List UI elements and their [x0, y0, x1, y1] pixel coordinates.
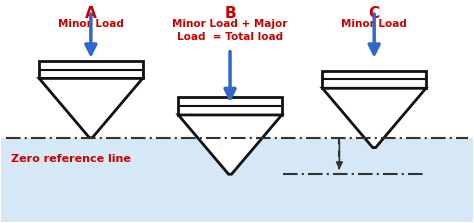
Text: B: B: [224, 6, 236, 21]
Text: A: A: [85, 6, 97, 21]
Text: Minor Load + Major
Load  = Total load: Minor Load + Major Load = Total load: [173, 19, 288, 41]
Text: Minor Load: Minor Load: [341, 19, 407, 29]
Text: C: C: [369, 6, 380, 21]
Bar: [322, 70, 426, 88]
Bar: [182, 101, 279, 111]
Bar: [42, 65, 139, 74]
Polygon shape: [39, 78, 143, 138]
Text: Zero reference line: Zero reference line: [11, 155, 131, 164]
Bar: [326, 74, 423, 84]
Bar: [1, 138, 473, 222]
Polygon shape: [322, 88, 426, 148]
Bar: [178, 97, 282, 115]
Text: Minor Load: Minor Load: [58, 19, 124, 29]
Bar: [39, 61, 143, 78]
Polygon shape: [178, 115, 282, 174]
